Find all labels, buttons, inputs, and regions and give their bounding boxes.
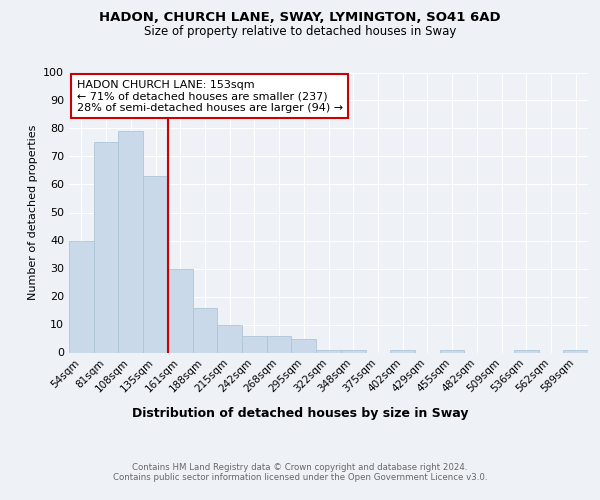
Text: HADON, CHURCH LANE, SWAY, LYMINGTON, SO41 6AD: HADON, CHURCH LANE, SWAY, LYMINGTON, SO4… [99,11,501,24]
Bar [143,176,168,352]
Bar [168,268,193,352]
Bar [292,338,316,352]
Bar [440,350,464,352]
Bar [118,132,143,352]
Bar [341,350,365,352]
Bar [94,142,118,352]
Bar [217,324,242,352]
Bar [390,350,415,352]
Text: HADON CHURCH LANE: 153sqm
← 71% of detached houses are smaller (237)
28% of semi: HADON CHURCH LANE: 153sqm ← 71% of detac… [77,80,343,112]
Bar [563,350,588,352]
Bar [316,350,341,352]
Y-axis label: Number of detached properties: Number of detached properties [28,125,38,300]
Bar [193,308,217,352]
Bar [514,350,539,352]
Text: Contains HM Land Registry data © Crown copyright and database right 2024.
Contai: Contains HM Land Registry data © Crown c… [113,462,487,482]
Bar [69,240,94,352]
Text: Distribution of detached houses by size in Sway: Distribution of detached houses by size … [132,408,468,420]
Text: Size of property relative to detached houses in Sway: Size of property relative to detached ho… [144,25,456,38]
Bar [242,336,267,352]
Bar [267,336,292,352]
